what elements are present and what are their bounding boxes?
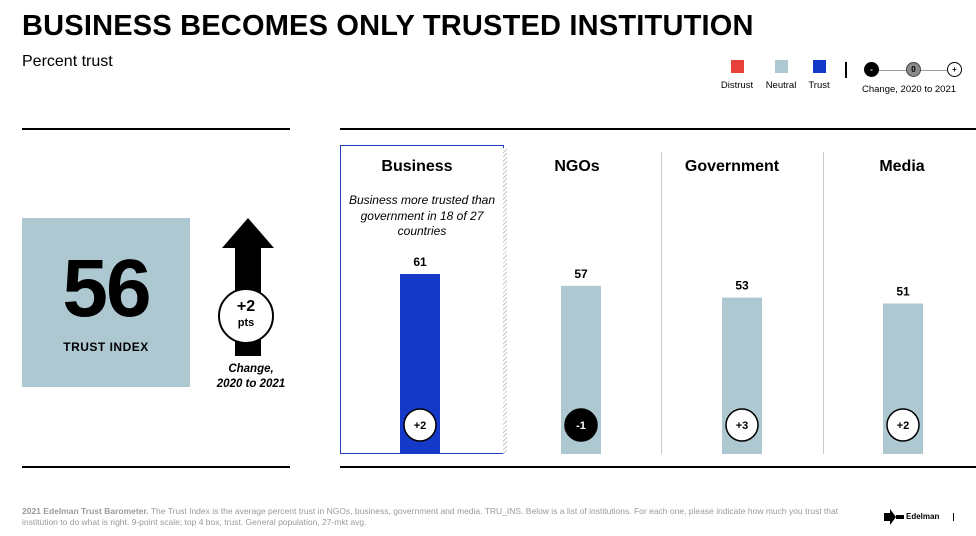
trust-index-change-badge: +2 pts — [218, 288, 274, 344]
change-value-ngos: -1 — [576, 420, 586, 432]
change-value-business: +2 — [414, 420, 427, 432]
edelman-brand: Edelman — [906, 512, 940, 521]
bar-value-label-business: 61 — [413, 255, 427, 269]
column-title-business: Business — [381, 158, 453, 175]
right-bottom-rule — [340, 466, 976, 468]
zero-icon: 0 — [906, 62, 921, 77]
legend-separator — [845, 62, 847, 78]
neutral-swatch — [774, 60, 788, 73]
change-badge-government — [725, 408, 759, 442]
change-value-media: +2 — [897, 420, 910, 432]
change-caption-line-2: 2020 to 2021 — [216, 378, 286, 390]
trust-index-value: 56 — [62, 243, 151, 334]
legend-trust: Trust — [804, 58, 834, 91]
bar-value-label-ngos: 57 — [574, 267, 588, 281]
trust-index-box: 56 TRUST INDEX — [22, 218, 190, 387]
column-divider-1 — [661, 152, 662, 454]
footer-source-title: 2021 Edelman Trust Barometer. — [22, 506, 149, 516]
column-title-ngos: NGOs — [554, 158, 600, 175]
trust-index-change-unit: pts — [237, 317, 255, 329]
legend-change-label: Change, 2020 to 2021 — [862, 84, 957, 95]
change-value-government: +3 — [736, 420, 749, 432]
column-title-media: Media — [879, 158, 925, 175]
legend: Distrust Neutral Trust - 0 + Change, 202… — [712, 58, 972, 98]
column-title-government: Government — [684, 158, 780, 175]
left-bottom-rule — [22, 466, 290, 468]
edelman-logo-icon — [884, 509, 904, 525]
bar-value-label-media: 51 — [896, 285, 910, 299]
page-subtitle: Percent trust — [22, 53, 113, 70]
page-title: BUSINESS BECOMES ONLY TRUSTED INSTITUTIO… — [22, 10, 754, 42]
footer-separator — [953, 513, 954, 521]
right-top-rule — [340, 128, 976, 130]
business-note: Business more trusted than government in… — [348, 193, 496, 238]
change-badge-ngos — [564, 408, 598, 442]
legend-neutral: Neutral — [759, 58, 803, 91]
footer-source-text: The Trust Index is the average percent t… — [22, 506, 839, 527]
legend-neutral-label: Neutral — [765, 80, 797, 91]
footer-source: 2021 Edelman Trust Barometer. The Trust … — [22, 506, 852, 528]
left-top-rule — [22, 128, 290, 130]
business-frame-shadow — [503, 148, 507, 454]
distrust-swatch — [730, 60, 744, 73]
plus-icon: + — [947, 62, 962, 77]
trust-swatch — [812, 60, 826, 73]
trust-index-label: TRUST INDEX — [63, 340, 149, 354]
legend-distrust-label: Distrust — [720, 80, 754, 91]
trust-index-change-caption: Change, 2020 to 2021 — [196, 362, 306, 392]
legend-trust-label: Trust — [808, 80, 830, 91]
change-caption-line-1: Change, — [228, 363, 274, 375]
change-badge-business — [403, 408, 437, 442]
change-badge-media — [886, 408, 920, 442]
minus-icon: - — [864, 62, 879, 77]
column-divider-2 — [823, 152, 824, 454]
legend-distrust: Distrust — [712, 58, 762, 91]
trust-index-change-value: +2 — [236, 298, 256, 315]
bar-value-label-government: 53 — [735, 279, 749, 293]
